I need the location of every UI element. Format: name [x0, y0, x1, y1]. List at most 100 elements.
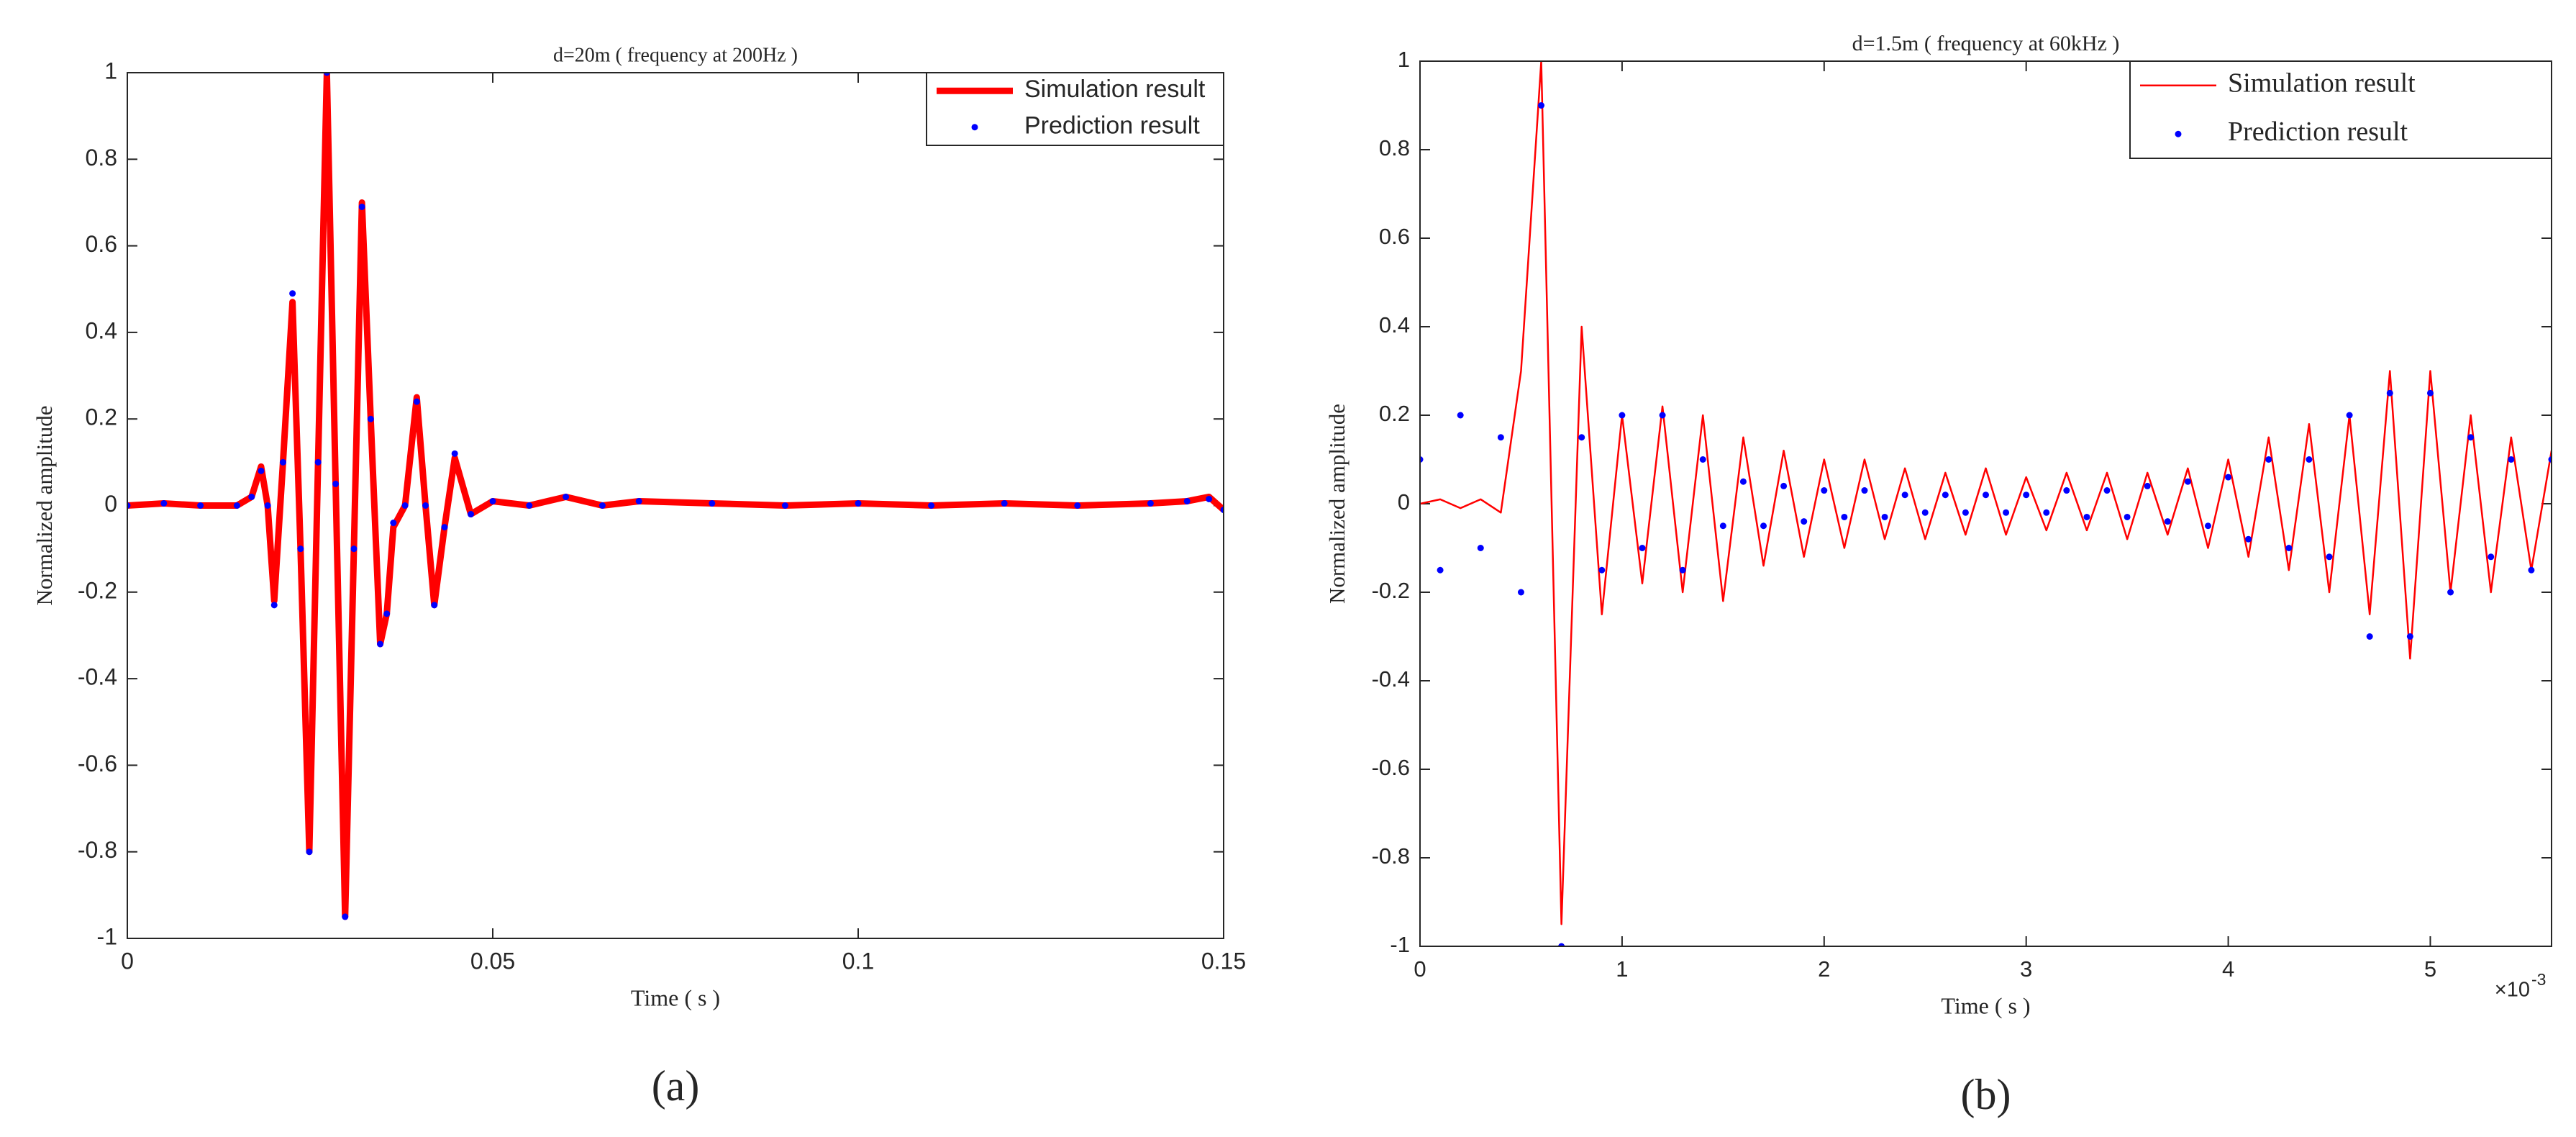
- x-multiplier-exponent: -3: [2531, 970, 2546, 989]
- data-point: [1598, 566, 1606, 574]
- data-point: [2488, 553, 2495, 561]
- data-point: [1821, 487, 1828, 494]
- data-point: [1942, 492, 1949, 499]
- x-tick-label: 0.05: [470, 948, 515, 974]
- data-point: [289, 290, 296, 297]
- x-tick-label: 3: [2020, 956, 2032, 982]
- series-line: [1420, 61, 2552, 925]
- data-point: [1538, 102, 1545, 109]
- data-point: [1901, 492, 1908, 499]
- data-point: [297, 545, 304, 553]
- y-tick-label: 0.4: [1379, 312, 1410, 338]
- data-point: [1001, 499, 1008, 507]
- x-tick-label: 0: [121, 948, 134, 974]
- data-point: [1719, 522, 1726, 530]
- data-point: [1801, 518, 1808, 525]
- data-point: [2285, 545, 2293, 551]
- data-point: [258, 467, 265, 474]
- data-point: [635, 497, 642, 504]
- data-point: [1780, 482, 1788, 489]
- data-point: [2406, 633, 2413, 640]
- y-tick-label: -0.4: [78, 664, 117, 690]
- y-axis-label: Normalized amplitude: [1324, 404, 1350, 604]
- data-point: [127, 502, 131, 509]
- data-point: [1457, 412, 1464, 419]
- y-tick-label: 0.8: [1379, 135, 1410, 160]
- data-point: [855, 499, 862, 507]
- data-point: [2083, 513, 2090, 520]
- data-point: [1517, 589, 1524, 596]
- data-point: [1183, 497, 1191, 504]
- data-point: [264, 502, 271, 509]
- data-point: [279, 458, 286, 466]
- data-point: [383, 610, 391, 617]
- y-tick-label: 0.2: [86, 404, 117, 430]
- data-point: [1659, 412, 1666, 419]
- y-tick-label: -0.8: [1372, 843, 1410, 869]
- panel-label: (b): [1961, 1071, 2011, 1118]
- y-tick-label: -0.2: [1372, 578, 1410, 603]
- subplot: d=1.5m ( frequency at 60kHz ) -1 -0.8 -0.6 -…: [1324, 32, 2552, 1118]
- data-point: [2447, 589, 2454, 596]
- data-point: [1206, 495, 1213, 502]
- data-point: [1639, 545, 1646, 551]
- data-point: [781, 502, 788, 509]
- series-group: [1420, 61, 2552, 946]
- y-tick-label: -1: [97, 923, 117, 949]
- data-point: [401, 502, 409, 509]
- x-tick-label: 4: [2222, 956, 2234, 982]
- legend-label: Prediction result: [1024, 112, 1200, 140]
- data-point: [197, 502, 204, 509]
- y-tick-label: -0.6: [1372, 755, 1410, 780]
- data-point: [2508, 456, 2515, 463]
- data-point: [306, 848, 313, 856]
- data-point: [1477, 545, 1484, 551]
- legend-label: Simulation result: [2228, 68, 2416, 98]
- data-point: [1437, 566, 1444, 574]
- y-tick-label: 0.6: [1379, 224, 1410, 249]
- data-point: [323, 73, 330, 76]
- data-point: [2245, 535, 2252, 543]
- legend-box: [926, 72, 1224, 146]
- x-tick-label: 2: [1818, 956, 1830, 982]
- data-point: [160, 499, 168, 507]
- data-point: [2265, 456, 2272, 463]
- data-point: [709, 499, 716, 507]
- data-point: [1220, 507, 1224, 514]
- data-point: [342, 913, 349, 920]
- x-tick-label: 5: [2424, 956, 2436, 982]
- data-point: [390, 520, 397, 527]
- x-multiplier-base: ×10: [2495, 979, 2530, 1002]
- subplot: d=20m ( frequency at 200Hz ) -1 -0.8 -0.6 -0…: [32, 44, 1246, 1109]
- data-point: [441, 524, 448, 531]
- data-point: [377, 640, 384, 648]
- y-tick-label: -1: [1390, 932, 1410, 957]
- y-tick-label: -0.8: [78, 837, 117, 863]
- data-point: [2124, 513, 2131, 520]
- data-point: [2426, 389, 2434, 397]
- data-point: [1861, 487, 1868, 494]
- data-point: [2366, 633, 2373, 640]
- data-point: [489, 497, 496, 504]
- x-tick-label: 1: [1616, 956, 1628, 982]
- data-point: [563, 493, 570, 500]
- y-tick-label: 0: [1398, 489, 1410, 515]
- data-point: [2063, 487, 2070, 494]
- data-point: [2306, 456, 2313, 463]
- data-point: [332, 480, 340, 487]
- legend-box: [2129, 60, 2552, 159]
- y-axis-label: Normalized amplitude: [32, 405, 57, 605]
- x-tick-label: 0: [1414, 956, 1426, 982]
- data-point: [270, 602, 278, 609]
- chart-title: d=20m ( frequency at 200Hz ): [553, 44, 798, 66]
- data-point: [928, 502, 935, 509]
- data-point: [422, 502, 429, 509]
- data-point: [1739, 478, 1747, 485]
- data-point: [431, 602, 438, 609]
- data-point: [248, 493, 255, 500]
- axes-frame: [127, 72, 1224, 939]
- data-point: [1578, 434, 1585, 441]
- data-point: [2225, 474, 2232, 481]
